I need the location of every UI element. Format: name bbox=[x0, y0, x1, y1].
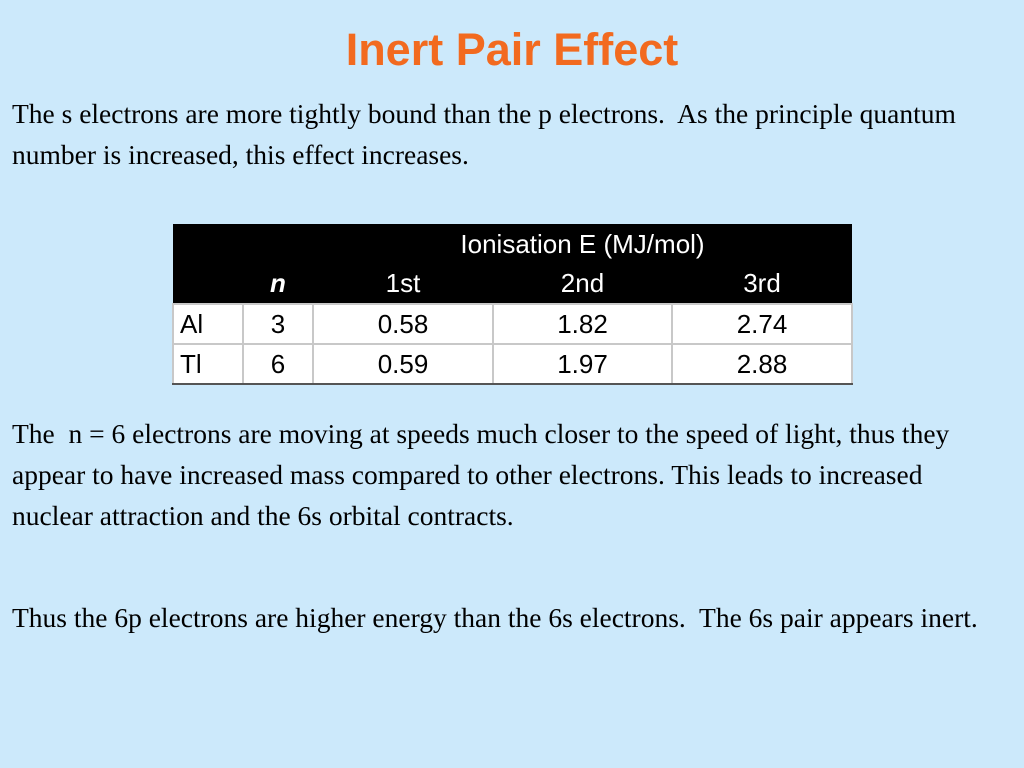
column-header: 1st bbox=[313, 264, 493, 304]
table-cell: 2.88 bbox=[671, 343, 853, 385]
header-cell bbox=[173, 224, 243, 264]
table-cell: 6 bbox=[242, 343, 314, 385]
table-row: Tl 6 0.59 1.97 2.88 bbox=[172, 343, 853, 385]
column-header: 3rd bbox=[672, 264, 852, 304]
ionisation-table: Ionisation E (MJ/mol) n 1st 2nd 3rd Al 3 0.58… bbox=[172, 224, 853, 385]
table-cell: 1.97 bbox=[492, 343, 673, 385]
slide-title: Inert Pair Effect bbox=[345, 24, 679, 75]
header-row: n 1st 2nd 3rd bbox=[173, 264, 852, 304]
paragraph: The s electrons are more tightly bound t… bbox=[12, 98, 963, 170]
paragraph: Thus the 6p electrons are higher energy … bbox=[12, 602, 978, 633]
header-row: Ionisation E (MJ/mol) bbox=[173, 224, 852, 264]
table-row: Al 3 0.58 1.82 2.74 bbox=[172, 303, 853, 345]
table-cell: 2.74 bbox=[671, 303, 853, 345]
table-cell: 1.82 bbox=[492, 303, 673, 345]
paragraph: The n = 6 electrons are moving at speeds… bbox=[12, 418, 957, 531]
header-cell bbox=[173, 264, 243, 304]
column-header: 2nd bbox=[493, 264, 672, 304]
header-cell bbox=[243, 224, 313, 264]
table-cell: 0.58 bbox=[312, 303, 494, 345]
column-header: n bbox=[243, 264, 313, 304]
row-label: Al bbox=[172, 303, 244, 345]
row-label: Tl bbox=[172, 343, 244, 385]
group-header: Ionisation E (MJ/mol) bbox=[313, 224, 852, 264]
table-cell: 0.59 bbox=[312, 343, 494, 385]
table-cell: 3 bbox=[242, 303, 314, 345]
